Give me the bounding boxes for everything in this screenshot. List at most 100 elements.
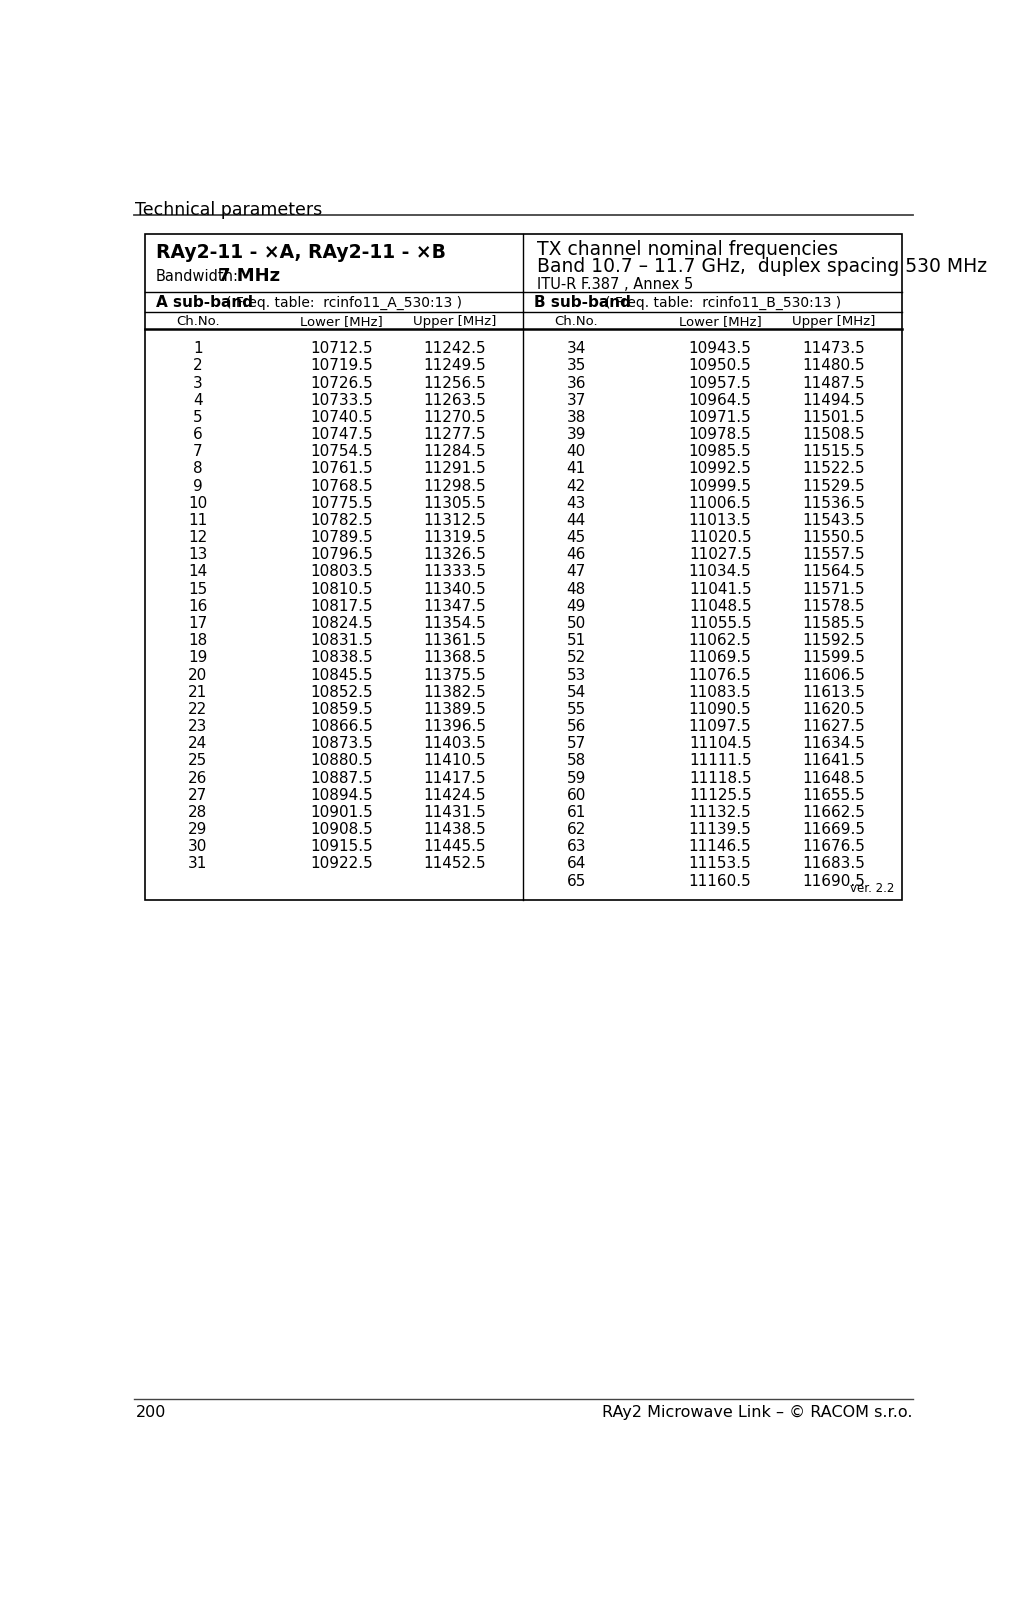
Text: 11062.5: 11062.5 bbox=[689, 633, 751, 648]
Bar bbox=[145, 233, 902, 900]
Text: 11424.5: 11424.5 bbox=[424, 788, 486, 803]
Text: 30: 30 bbox=[188, 839, 207, 854]
Text: 10915.5: 10915.5 bbox=[310, 839, 373, 854]
Text: 10782.5: 10782.5 bbox=[310, 513, 373, 528]
Text: 11104.5: 11104.5 bbox=[689, 736, 751, 752]
Text: ITU-R F.387 , Annex 5: ITU-R F.387 , Annex 5 bbox=[537, 277, 693, 293]
Text: 11319.5: 11319.5 bbox=[424, 531, 487, 545]
Text: 11132.5: 11132.5 bbox=[689, 804, 751, 820]
Text: Upper [MHz]: Upper [MHz] bbox=[414, 315, 497, 328]
Text: 11606.5: 11606.5 bbox=[803, 667, 865, 683]
Text: 51: 51 bbox=[567, 633, 586, 648]
Text: 11097.5: 11097.5 bbox=[689, 720, 751, 734]
Text: 43: 43 bbox=[567, 496, 586, 510]
Text: ( Freq. table:  rcinfo11_B_530:13 ): ( Freq. table: rcinfo11_B_530:13 ) bbox=[604, 296, 840, 310]
Text: 11083.5: 11083.5 bbox=[689, 684, 751, 700]
Text: 60: 60 bbox=[567, 788, 586, 803]
Text: 10880.5: 10880.5 bbox=[310, 753, 373, 769]
Text: 11006.5: 11006.5 bbox=[689, 496, 751, 510]
Text: 11641.5: 11641.5 bbox=[803, 753, 865, 769]
Text: 10887.5: 10887.5 bbox=[310, 771, 373, 785]
Text: 35: 35 bbox=[567, 358, 586, 374]
Text: 11333.5: 11333.5 bbox=[424, 564, 487, 579]
Text: 11676.5: 11676.5 bbox=[803, 839, 865, 854]
Text: 10964.5: 10964.5 bbox=[689, 393, 751, 408]
Text: 11034.5: 11034.5 bbox=[689, 564, 751, 579]
Text: 11027.5: 11027.5 bbox=[689, 547, 751, 563]
Text: 57: 57 bbox=[567, 736, 586, 752]
Text: 11585.5: 11585.5 bbox=[803, 616, 865, 632]
Text: 10824.5: 10824.5 bbox=[310, 616, 373, 632]
Text: 10978.5: 10978.5 bbox=[689, 427, 751, 441]
Text: 10712.5: 10712.5 bbox=[310, 341, 373, 357]
Text: 10761.5: 10761.5 bbox=[310, 462, 373, 477]
Text: RAy2 Microwave Link – © RACOM s.r.o.: RAy2 Microwave Link – © RACOM s.r.o. bbox=[602, 1406, 913, 1420]
Text: 47: 47 bbox=[567, 564, 586, 579]
Text: 11508.5: 11508.5 bbox=[803, 427, 865, 441]
Text: Upper [MHz]: Upper [MHz] bbox=[792, 315, 875, 328]
Text: 26: 26 bbox=[188, 771, 207, 785]
Text: 11634.5: 11634.5 bbox=[803, 736, 865, 752]
Text: 23: 23 bbox=[188, 720, 207, 734]
Text: 11146.5: 11146.5 bbox=[689, 839, 751, 854]
Text: Technical parameters: Technical parameters bbox=[136, 201, 323, 219]
Text: 11431.5: 11431.5 bbox=[424, 804, 486, 820]
Text: 11354.5: 11354.5 bbox=[424, 616, 486, 632]
Text: 10859.5: 10859.5 bbox=[310, 702, 373, 716]
Text: 8: 8 bbox=[193, 462, 202, 477]
Text: 11592.5: 11592.5 bbox=[803, 633, 865, 648]
Text: 11452.5: 11452.5 bbox=[424, 857, 486, 871]
Text: 27: 27 bbox=[188, 788, 207, 803]
Text: 63: 63 bbox=[567, 839, 586, 854]
Text: 10719.5: 10719.5 bbox=[310, 358, 373, 374]
Text: 34: 34 bbox=[567, 341, 586, 357]
Text: 15: 15 bbox=[188, 582, 207, 596]
Text: 11125.5: 11125.5 bbox=[689, 788, 751, 803]
Text: 11326.5: 11326.5 bbox=[424, 547, 487, 563]
Text: 21: 21 bbox=[188, 684, 207, 700]
Text: 11375.5: 11375.5 bbox=[424, 667, 486, 683]
Text: 11256.5: 11256.5 bbox=[424, 376, 486, 390]
Text: 10894.5: 10894.5 bbox=[310, 788, 373, 803]
Text: 12: 12 bbox=[188, 531, 207, 545]
Text: 10873.5: 10873.5 bbox=[310, 736, 373, 752]
Text: 11312.5: 11312.5 bbox=[424, 513, 486, 528]
Text: 200: 200 bbox=[136, 1406, 165, 1420]
Text: 11522.5: 11522.5 bbox=[803, 462, 865, 477]
Text: 10943.5: 10943.5 bbox=[689, 341, 751, 357]
Text: 62: 62 bbox=[567, 822, 586, 836]
Text: 11396.5: 11396.5 bbox=[424, 720, 487, 734]
Text: 11284.5: 11284.5 bbox=[424, 445, 486, 459]
Text: 7 MHz: 7 MHz bbox=[218, 267, 281, 285]
Text: 10747.5: 10747.5 bbox=[310, 427, 373, 441]
Text: 41: 41 bbox=[567, 462, 586, 477]
Text: 11368.5: 11368.5 bbox=[424, 651, 487, 665]
Text: 11305.5: 11305.5 bbox=[424, 496, 486, 510]
Text: 11599.5: 11599.5 bbox=[803, 651, 865, 665]
Text: 10768.5: 10768.5 bbox=[310, 478, 373, 494]
Text: 10838.5: 10838.5 bbox=[310, 651, 373, 665]
Text: 11055.5: 11055.5 bbox=[689, 616, 751, 632]
Text: 44: 44 bbox=[567, 513, 586, 528]
Text: 11480.5: 11480.5 bbox=[803, 358, 865, 374]
Text: 11069.5: 11069.5 bbox=[689, 651, 751, 665]
Text: B sub-band: B sub-band bbox=[534, 296, 631, 310]
Text: 65: 65 bbox=[567, 873, 586, 889]
Text: 11669.5: 11669.5 bbox=[803, 822, 865, 836]
Text: ver. 2.2: ver. 2.2 bbox=[849, 883, 894, 895]
Text: 11410.5: 11410.5 bbox=[424, 753, 486, 769]
Text: 11445.5: 11445.5 bbox=[424, 839, 486, 854]
Text: 10: 10 bbox=[188, 496, 207, 510]
Text: 11: 11 bbox=[188, 513, 207, 528]
Text: 10957.5: 10957.5 bbox=[689, 376, 751, 390]
Text: 11403.5: 11403.5 bbox=[424, 736, 486, 752]
Text: 10789.5: 10789.5 bbox=[310, 531, 373, 545]
Text: 11536.5: 11536.5 bbox=[803, 496, 865, 510]
Text: 9: 9 bbox=[193, 478, 202, 494]
Text: 11291.5: 11291.5 bbox=[424, 462, 486, 477]
Text: 1: 1 bbox=[193, 341, 202, 357]
Text: 46: 46 bbox=[567, 547, 586, 563]
Text: ( Freq. table:  rcinfo11_A_530:13 ): ( Freq. table: rcinfo11_A_530:13 ) bbox=[226, 296, 463, 310]
Text: 11620.5: 11620.5 bbox=[803, 702, 865, 716]
Text: 59: 59 bbox=[567, 771, 586, 785]
